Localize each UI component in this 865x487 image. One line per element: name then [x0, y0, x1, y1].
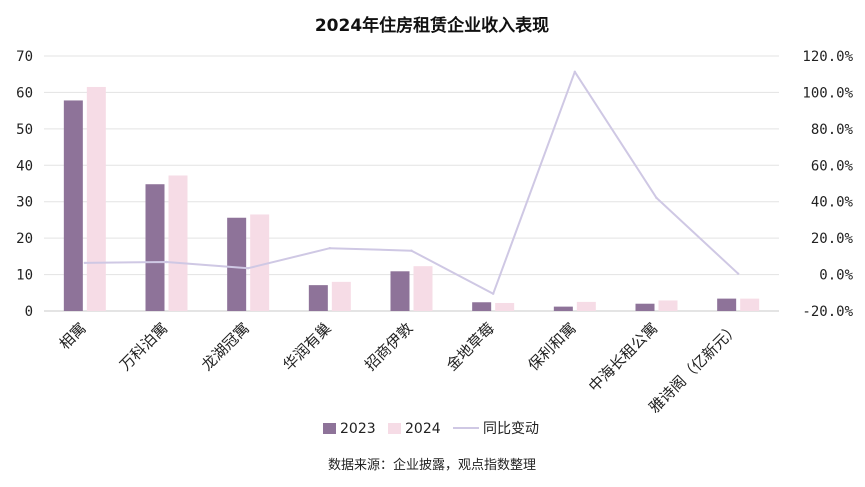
gridlines: [44, 55, 779, 276]
right-tick-label: -20.0%: [802, 304, 853, 320]
category-label: 保利和寓: [524, 319, 579, 374]
category-label: 中海长租公寓: [585, 319, 661, 395]
bar-2023: [227, 217, 247, 311]
left-tick-label: 50: [16, 122, 33, 138]
legend-label: 同比变动: [483, 421, 539, 437]
right-tick-label: 20.0%: [811, 231, 854, 247]
bar-2024: [168, 175, 188, 311]
category-label: 招商伊敦: [361, 319, 416, 374]
left-tick-label: 70: [16, 49, 33, 65]
category-label: 龙湖冠寓: [198, 319, 253, 374]
bar-2024: [576, 301, 596, 311]
legend-swatch-2024: [388, 423, 401, 434]
category-label: 雅诗阁（亿新元）: [645, 319, 743, 417]
bar-2024: [658, 300, 678, 311]
legend-label: 2024: [405, 421, 441, 437]
source-note: 数据来源：企业披露，观点指数整理: [328, 457, 536, 473]
bar-2023: [145, 184, 165, 311]
bar-2024: [413, 266, 433, 311]
bar-2023: [63, 100, 83, 311]
bar-2024: [495, 302, 515, 311]
bar-2023: [390, 271, 410, 311]
bar-2024: [250, 214, 270, 311]
axes: 0 10 20 30 40 50 60 70 -20.0% 0.0% 20.0% 40.0% 60.0%…: [16, 49, 853, 320]
bar-2023: [308, 285, 328, 311]
right-tick-label: 60.0%: [811, 158, 854, 174]
left-tick-label: 40: [16, 158, 33, 174]
yoy-point: [328, 246, 332, 250]
bar-2023: [553, 306, 573, 311]
bar-2023: [635, 303, 655, 311]
chart-title: 2024年住房租赁企业收入表现: [315, 15, 549, 36]
right-tick-label: 80.0%: [811, 122, 854, 138]
legend-label: 2023: [340, 421, 376, 437]
yoy-point: [165, 260, 168, 264]
left-tick-label: 30: [16, 195, 33, 211]
bar-2024: [740, 298, 760, 311]
yoy-point: [736, 272, 740, 275]
bars: [63, 86, 760, 311]
category-label: 万科泊寓: [116, 319, 171, 374]
yoy-point: [246, 266, 250, 270]
yoy-point: [83, 261, 87, 265]
left-tick-label: 10: [16, 268, 33, 284]
bar-2023: [717, 298, 737, 311]
left-tick-label: 0: [25, 304, 33, 320]
right-tick-label: 0.0%: [819, 268, 853, 284]
category-label: 金地草莓: [443, 319, 498, 374]
category-label: 相寓: [56, 319, 90, 353]
right-tick-label: 120.0%: [802, 49, 853, 65]
yoy-point: [573, 70, 577, 74]
yoy-point: [655, 196, 658, 200]
right-tick-label: 100.0%: [802, 85, 853, 101]
right-tick-label: 40.0%: [811, 195, 854, 211]
yoy-point: [410, 249, 413, 252]
left-tick-label: 20: [16, 231, 33, 247]
category-label: 华润有巢: [279, 319, 334, 374]
bar-2024: [86, 86, 106, 311]
bar-2023: [472, 302, 492, 311]
left-tick-label: 60: [16, 85, 33, 101]
legend: 2023 2024 同比变动: [323, 421, 539, 437]
yoy-line-layer: [83, 70, 740, 295]
bar-2024: [331, 281, 351, 311]
yoy-point: [491, 292, 495, 295]
legend-swatch-2023: [323, 423, 336, 434]
